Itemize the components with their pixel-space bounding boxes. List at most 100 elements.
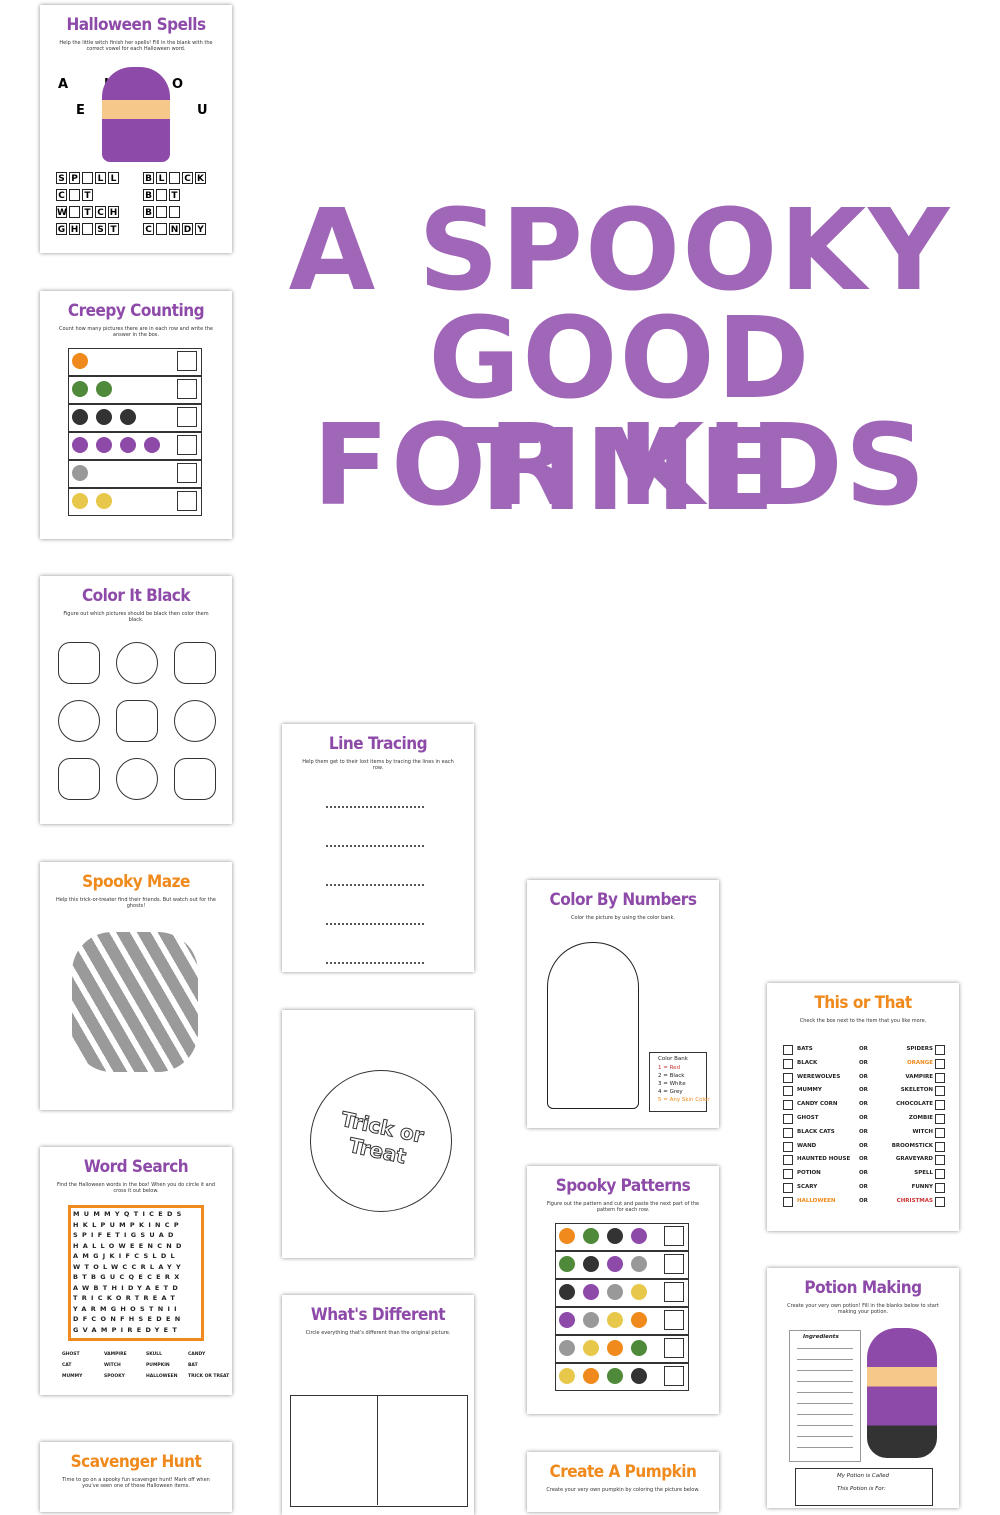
art-circle bbox=[310, 1070, 452, 1212]
outline-picture bbox=[174, 700, 216, 742]
letter-cell: T bbox=[169, 189, 180, 201]
answer-box bbox=[177, 379, 197, 399]
word-list-item: CANDY bbox=[188, 1352, 206, 1357]
picture bbox=[559, 1312, 575, 1328]
vampire-art bbox=[547, 942, 639, 1109]
picture bbox=[583, 1284, 599, 1300]
choice: WAND bbox=[797, 1142, 817, 1149]
worksheet-card: Create A Pumpkin Create your very own pum… bbox=[527, 1452, 719, 1512]
worksheet-card: Spooky Maze Help this trick-or-treater fi… bbox=[40, 862, 232, 1110]
grid-letter: AWBTHIDYAETD bbox=[73, 1283, 183, 1292]
picture bbox=[607, 1312, 623, 1328]
grid-letter: HKLPUMPKINCP bbox=[73, 1220, 183, 1229]
witch-art bbox=[102, 67, 170, 162]
letter-cell: C bbox=[56, 189, 67, 201]
answer-box bbox=[177, 491, 197, 511]
worksheet-instructions: Create your very own potion! Fill in the… bbox=[787, 1303, 939, 1315]
picture bbox=[607, 1368, 623, 1384]
choice: WITCH bbox=[912, 1128, 933, 1135]
checkbox bbox=[935, 1155, 945, 1166]
letter-cell bbox=[156, 189, 167, 201]
worksheet-card: This or That Check the box next to the it… bbox=[767, 983, 959, 1231]
worksheet-card: Spooky Patterns Figure out the pattern an… bbox=[527, 1166, 719, 1414]
letter-cell: H bbox=[108, 206, 119, 218]
letter-cell: T bbox=[82, 189, 93, 201]
choice: WEREWOLVES bbox=[797, 1073, 841, 1080]
picture bbox=[72, 409, 88, 425]
worksheet-title: This or That bbox=[814, 993, 912, 1013]
or-label: OR bbox=[859, 1087, 868, 1094]
ingredients-box bbox=[789, 1330, 861, 1462]
row-frame bbox=[68, 376, 202, 404]
picture bbox=[559, 1284, 575, 1300]
letter-cell bbox=[82, 223, 93, 235]
row-frame bbox=[68, 432, 202, 460]
ingredient-line bbox=[797, 1392, 853, 1393]
letter-cell: N bbox=[169, 223, 180, 235]
grid-letter: BTBGUCQECERX bbox=[73, 1273, 184, 1281]
choice: SKELETON bbox=[900, 1087, 933, 1094]
trace-line bbox=[326, 796, 424, 808]
picture bbox=[607, 1284, 623, 1300]
row-frame bbox=[555, 1279, 689, 1307]
picture bbox=[607, 1228, 623, 1244]
checkbox bbox=[783, 1058, 793, 1069]
grid-letter: WTOLWCCRLAYY bbox=[73, 1262, 186, 1271]
ingredient-line bbox=[797, 1348, 853, 1349]
answer-box bbox=[177, 463, 197, 483]
row-frame bbox=[555, 1335, 689, 1363]
letter-cell: W bbox=[56, 206, 67, 218]
maze bbox=[72, 932, 198, 1072]
picture bbox=[559, 1228, 575, 1244]
choice: SCARY bbox=[797, 1184, 818, 1190]
color-bank: Color Bank 1 = Red 2 = Black 3 = White 4 = G… bbox=[649, 1052, 710, 1112]
choice: FUNNY bbox=[911, 1184, 933, 1190]
row-frame bbox=[555, 1307, 689, 1335]
answer-box bbox=[177, 407, 197, 427]
choice: ORANGE bbox=[906, 1059, 933, 1066]
or-label: OR bbox=[859, 1115, 868, 1121]
checkbox bbox=[935, 1169, 945, 1180]
picture bbox=[72, 437, 88, 453]
worksheet-title: Halloween Spells bbox=[66, 15, 206, 35]
answer-box bbox=[664, 1310, 684, 1330]
grid-letter: MUMMYQTICEDS bbox=[73, 1210, 186, 1218]
vowel: A bbox=[58, 77, 69, 92]
checkbox bbox=[783, 1127, 793, 1138]
ingredient-line bbox=[797, 1447, 853, 1448]
checkbox bbox=[935, 1127, 945, 1138]
picture bbox=[72, 381, 88, 397]
picture bbox=[631, 1368, 647, 1384]
trace-line bbox=[326, 913, 424, 925]
choice: MUMMY bbox=[797, 1087, 822, 1094]
worksheet-title: Create A Pumpkin bbox=[549, 1462, 697, 1482]
choice: POTION bbox=[797, 1170, 821, 1177]
checkbox bbox=[935, 1141, 945, 1152]
answer-box bbox=[664, 1338, 684, 1358]
word-list-item: SKULL bbox=[146, 1352, 163, 1357]
row-frame bbox=[68, 404, 202, 432]
ingredient-line bbox=[797, 1414, 853, 1415]
picture bbox=[559, 1340, 575, 1356]
checkbox bbox=[935, 1183, 945, 1193]
worksheet-instructions: Time to go on a spooky fun scavenger hun… bbox=[62, 1477, 210, 1489]
worksheet-card: Halloween Spells Help the little witch fi… bbox=[40, 5, 232, 253]
row-frame bbox=[68, 348, 202, 376]
letter-cell: P bbox=[69, 172, 80, 184]
picture bbox=[631, 1228, 647, 1244]
choice: SPIDERS bbox=[906, 1046, 933, 1052]
color-bank-item: 2 = Black bbox=[658, 1073, 685, 1079]
picture bbox=[96, 437, 112, 453]
choice: HALLOWEEN bbox=[797, 1197, 836, 1204]
answer-box bbox=[664, 1254, 684, 1274]
picture bbox=[583, 1312, 599, 1328]
word-list-item: VAMPIRE bbox=[104, 1352, 127, 1357]
checkbox bbox=[783, 1072, 793, 1083]
worksheet-title: Creepy Counting bbox=[67, 301, 205, 321]
choice: BATS bbox=[797, 1046, 813, 1052]
row-frame bbox=[68, 488, 202, 516]
picture bbox=[583, 1340, 599, 1356]
or-label: OR bbox=[859, 1059, 868, 1066]
vowel: E bbox=[76, 103, 85, 118]
